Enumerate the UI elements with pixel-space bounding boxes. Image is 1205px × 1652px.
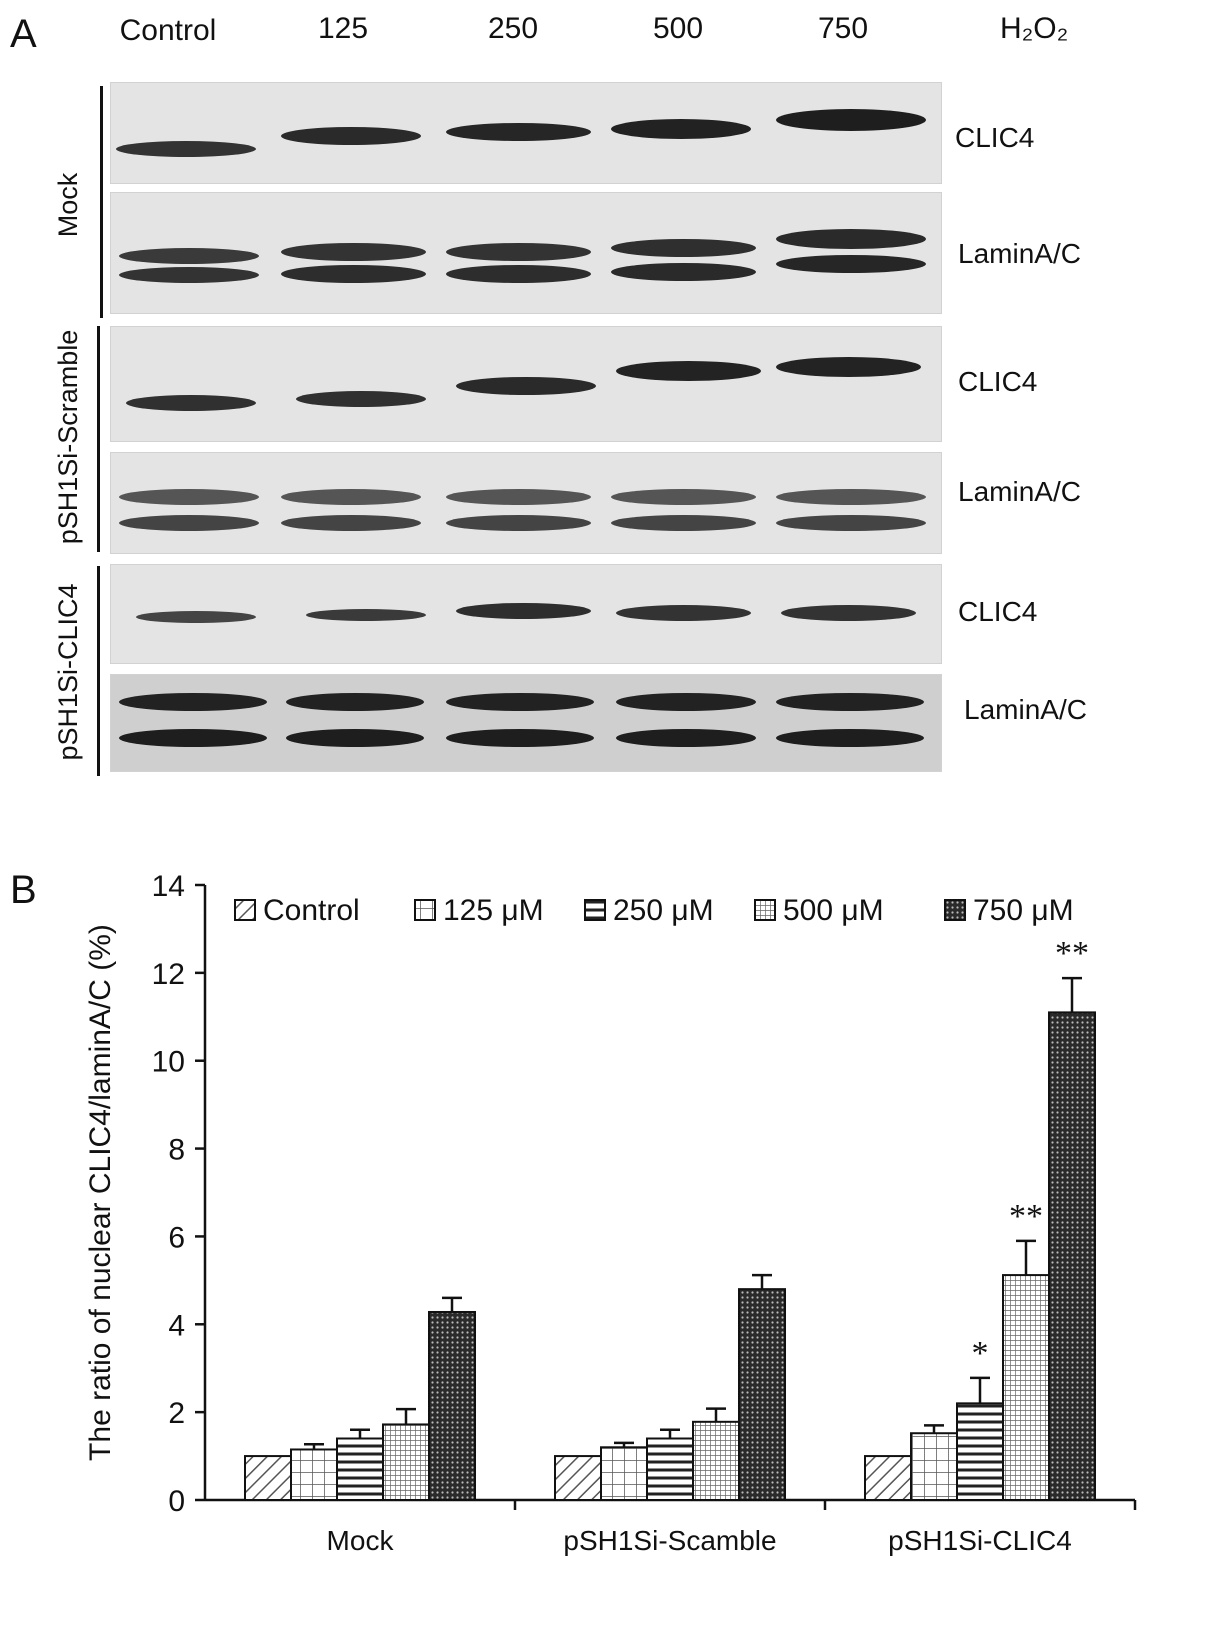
lane-label-500: 500	[652, 12, 704, 45]
blot-mock-clic4	[110, 82, 942, 184]
y-tick-label: 6	[168, 1221, 185, 1254]
blot-label-clic4-clic4: CLIC4	[958, 596, 1038, 627]
bar-finegrid	[692, 1420, 740, 1501]
treatment-label: H₂O₂	[1000, 12, 1069, 45]
lane-label-750: 750	[817, 12, 869, 45]
legend-swatch	[414, 899, 436, 921]
significance-mark: **	[1009, 1198, 1043, 1235]
blot-label-scramble-lamin: LaminA/C	[958, 476, 1081, 507]
legend-label: 500 μM	[783, 894, 884, 927]
x-category-label: pSH1Si-CLIC4	[888, 1525, 1072, 1556]
blot-mock-lamin	[110, 192, 942, 314]
blot-label-mock-clic4: CLIC4	[955, 122, 1035, 153]
lane-label-250: 250	[487, 12, 539, 45]
bar-diagonal	[864, 1455, 912, 1501]
panel-b-letter: B	[10, 868, 37, 912]
group-label-scramble: pSH1Si-Scramble	[53, 329, 83, 545]
x-category-label: pSH1Si-Scamble	[563, 1525, 776, 1556]
y-tick-label: 2	[168, 1397, 185, 1430]
blot-scramble-clic4	[110, 326, 942, 442]
blot-scramble-lamin	[110, 452, 942, 554]
y-tick-label: 14	[152, 870, 185, 903]
legend-label: 250 μM	[613, 894, 714, 927]
bar-finegrid	[382, 1423, 430, 1502]
panel-a-letter: A	[10, 12, 37, 56]
blot-label-clic4-lamin: LaminA/C	[964, 694, 1087, 725]
bar-crosshatch	[738, 1288, 786, 1501]
legend-swatch	[234, 899, 256, 921]
bar-crosshatch	[428, 1310, 476, 1501]
group-label-clic4: pSH1Si-CLIC4	[53, 583, 83, 761]
bar-horizontal	[336, 1437, 384, 1501]
blot-clic4-lamin	[110, 674, 942, 772]
bar-grid	[910, 1432, 958, 1502]
bar-horizontal	[646, 1437, 694, 1501]
legend-label: 750 μM	[973, 894, 1074, 927]
blot-label-mock-lamin: LaminA/C	[958, 238, 1081, 269]
y-tick-label: 10	[152, 1046, 185, 1079]
bar-chart: 0 2 4 6 8 10 12 14 The ratio of nuclear CLIC4/la…	[84, 870, 1137, 1556]
significance-mark: *	[972, 1335, 989, 1372]
lane-label-control: Control	[119, 14, 217, 47]
legend-swatch	[754, 899, 776, 921]
x-category-label: Mock	[327, 1525, 395, 1556]
bar-grid	[600, 1446, 648, 1501]
group-bracket-scramble	[97, 326, 100, 552]
y-axis-label: The ratio of nuclear CLIC4/laminA/C (%)	[84, 924, 117, 1461]
group-bracket-clic4	[97, 566, 100, 776]
lane-label-125: 125	[317, 12, 369, 45]
y-tick-label: 8	[168, 1134, 185, 1167]
bar-horizontal	[956, 1402, 1004, 1501]
blot-label-scramble-clic4: CLIC4	[958, 366, 1038, 397]
blot-clic4-clic4	[110, 564, 942, 664]
y-tick-label: 4	[168, 1309, 185, 1342]
y-tick-label: 12	[152, 958, 185, 991]
bar-grid	[290, 1448, 338, 1501]
significance-mark: **	[1055, 935, 1089, 972]
bar-diagonal	[554, 1455, 602, 1501]
bar-diagonal	[244, 1455, 292, 1501]
group-bracket-mock	[100, 86, 103, 318]
legend-label: 125 μM	[443, 894, 544, 927]
bar-crosshatch	[1048, 1011, 1096, 1501]
legend-swatch	[584, 899, 606, 921]
legend-label: Control	[263, 894, 360, 927]
legend-swatch	[944, 899, 966, 921]
bar-finegrid	[1002, 1274, 1050, 1502]
y-tick-label: 0	[168, 1485, 185, 1518]
group-label-mock: Mock	[53, 172, 83, 238]
